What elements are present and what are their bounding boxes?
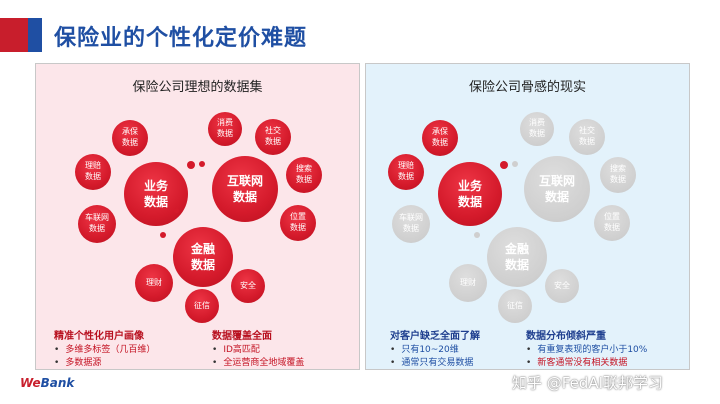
note-title: 精准个性化用户画像: [54, 331, 144, 342]
bubble-security: 安全: [231, 269, 265, 303]
note-user-profile: 精准个性化用户画像 • 多维多标签（几百维） • 多数据源: [54, 327, 155, 370]
bubble-wealth: 理财: [135, 264, 173, 302]
header-accent-red: [0, 18, 28, 52]
bubble-credit: 征信: [498, 289, 532, 323]
bubble-security: 安全: [545, 269, 579, 303]
bubble-vehicle-data: 车联网 数据: [78, 205, 116, 243]
reality-dataset-panel: 保险公司骨感的现实 业务 数据 互联网 数据 金融 数据 承保 数据 理赔 数据…: [365, 63, 690, 370]
bubble-finance-data: 金融 数据: [173, 227, 233, 287]
bubble-vehicle-data: 车联网 数据: [392, 205, 430, 243]
bubble-claims-data: 理赔 数据: [75, 154, 111, 190]
panel-title: 保险公司理想的数据集: [132, 80, 263, 95]
note-title: 数据覆盖全面: [212, 331, 272, 342]
bubble-search-data: 搜索 数据: [286, 157, 322, 193]
bubble-consumption-data: 消费 数据: [208, 112, 242, 146]
slide-title: 保险业的个性化定价难题: [54, 26, 308, 51]
note-data-coverage: 数据覆盖全面 • ID高匹配 • 全运营商全地域覆盖: [212, 327, 304, 370]
note-item: • ID高匹配: [212, 345, 260, 355]
decorative-dot: [174, 208, 179, 213]
webank-logo: WeBank: [20, 376, 75, 390]
decorative-dot: [474, 232, 480, 238]
bubble-location-data: 位置 数据: [594, 205, 630, 241]
note-customer-understanding: 对客户缺乏全面了解 • 只有10~20维 • 通常只有交易数据: [390, 327, 480, 370]
bubble-social-data: 社交 数据: [255, 119, 291, 155]
note-item: • 新客通常没有相关数据: [526, 358, 628, 368]
bubble-search-data: 搜索 数据: [600, 157, 636, 193]
bubble-claims-data: 理赔 数据: [388, 154, 424, 190]
note-item: • 多维多标签（几百维）: [54, 345, 156, 355]
note-title: 对客户缺乏全面了解: [390, 331, 480, 342]
panel-title: 保险公司骨感的现实: [468, 80, 586, 95]
header-accent-blue: [28, 18, 42, 52]
ideal-dataset-panel: 保险公司理想的数据集 业务 数据 互联网 数据 金融 数据 承保 数据 理赔 数…: [35, 63, 360, 370]
bubble-internet-data: 互联网 数据: [212, 156, 278, 222]
note-item: • 有重复表现的客户小于10%: [526, 345, 648, 355]
note-item: • 全运营商全地域覆盖: [212, 358, 305, 368]
decorative-dot: [199, 161, 205, 167]
bubble-underwriting-data: 承保 数据: [422, 120, 458, 156]
note-data-skew: 数据分布倾斜严重 • 有重复表现的客户小于10% • 新客通常没有相关数据: [526, 327, 647, 370]
note-item: • 通常只有交易数据: [390, 358, 474, 368]
note-title: 数据分布倾斜严重: [526, 331, 606, 342]
bubble-business-data: 业务 数据: [438, 162, 502, 226]
bubble-business-data: 业务 数据: [124, 162, 188, 226]
bubble-credit: 征信: [185, 289, 219, 323]
bubble-wealth: 理财: [449, 264, 487, 302]
decorative-dot: [160, 232, 166, 238]
bubble-underwriting-data: 承保 数据: [112, 120, 148, 156]
zhihu-watermark: 知乎 @FedAI联邦学习: [512, 374, 664, 392]
bubble-finance-data: 金融 数据: [487, 227, 547, 287]
decorative-dot: [512, 161, 518, 167]
bubble-social-data: 社交 数据: [569, 119, 605, 155]
decorative-dot: [500, 161, 508, 169]
note-item: • 只有10~20维: [390, 345, 459, 355]
note-item: • 多数据源: [54, 358, 102, 368]
decorative-dot: [187, 161, 195, 169]
bubble-internet-data: 互联网 数据: [524, 156, 590, 222]
bubble-location-data: 位置 数据: [280, 205, 316, 241]
bubble-consumption-data: 消费 数据: [520, 112, 554, 146]
